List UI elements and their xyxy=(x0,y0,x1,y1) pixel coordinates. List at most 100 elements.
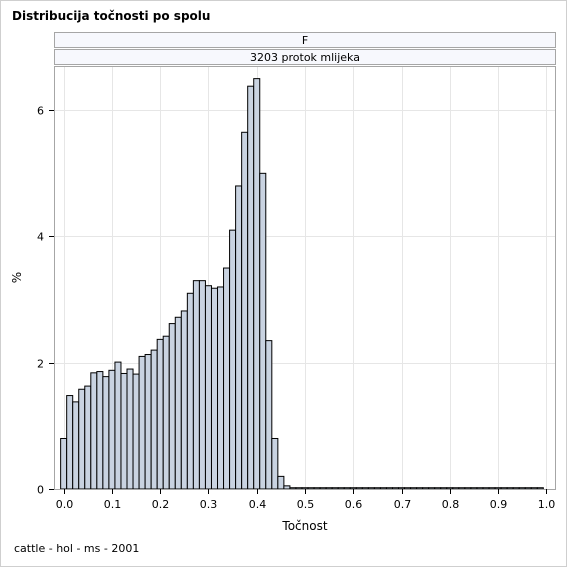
histogram-bar xyxy=(204,285,212,490)
histogram-bar xyxy=(271,437,279,490)
histogram-bar xyxy=(277,475,285,490)
x-tick-label: 0.9 xyxy=(490,498,508,511)
x-axis-title: Točnost xyxy=(281,519,327,533)
histogram-bar xyxy=(416,487,424,490)
histogram-bar xyxy=(343,487,351,490)
x-tick-label: 1.0 xyxy=(538,498,556,511)
histogram-bar xyxy=(398,487,406,490)
histogram-bar xyxy=(464,487,472,490)
histogram-bar xyxy=(355,487,363,490)
histogram-bar xyxy=(132,373,140,490)
histogram-bar xyxy=(385,487,393,490)
histogram-bar xyxy=(325,487,333,490)
histogram-bar xyxy=(102,376,110,490)
histogram-bar xyxy=(283,485,291,490)
x-tick-label: 0.0 xyxy=(56,498,74,511)
histogram-bar xyxy=(410,487,418,490)
histogram-bar xyxy=(259,172,267,490)
histogram-bar xyxy=(90,372,98,490)
histogram-bar xyxy=(72,401,80,490)
histogram-bar xyxy=(60,437,68,490)
histogram-bar xyxy=(186,292,194,490)
histogram-bar xyxy=(265,340,273,490)
histogram-bar xyxy=(428,487,436,490)
histogram-bar xyxy=(349,487,357,490)
histogram-bar xyxy=(192,280,200,490)
y-tick-label: 4 xyxy=(37,231,44,244)
histogram-bar xyxy=(500,487,508,490)
histogram-bar xyxy=(156,338,164,490)
histogram-bar xyxy=(114,361,122,490)
histogram-bar xyxy=(162,335,170,490)
x-tick-label: 0.8 xyxy=(442,498,460,511)
histogram-bar xyxy=(337,487,345,490)
histogram-bar xyxy=(78,388,86,490)
x-tick-label: 0.3 xyxy=(200,498,218,511)
histogram-bar xyxy=(241,131,249,490)
x-tick-label: 0.4 xyxy=(249,498,267,511)
panel-header-row1: F xyxy=(54,32,556,48)
histogram-bar xyxy=(235,185,243,490)
histogram-bar xyxy=(84,385,92,490)
histogram-bar xyxy=(138,355,146,490)
histogram-bar xyxy=(506,487,514,490)
histogram-bar xyxy=(180,310,188,490)
x-tick-label: 0.7 xyxy=(394,498,412,511)
histogram-bar xyxy=(289,487,297,490)
x-tick-label: 0.6 xyxy=(345,498,363,511)
histogram-bar xyxy=(144,354,152,490)
histogram-bar xyxy=(253,78,261,490)
bar-layer xyxy=(60,78,544,490)
histogram-bar xyxy=(174,316,182,490)
tick-layer: 0.0 0.1 0.2 0.3 0.4 0.5 0.6 0.7 0.8 0.9 1.0 0 2 4 6 xyxy=(37,105,555,512)
histogram-bar xyxy=(168,323,176,490)
histogram-bar xyxy=(524,487,532,490)
histogram-bar xyxy=(391,487,400,490)
y-tick-label: 6 xyxy=(37,105,44,118)
histogram-bar xyxy=(361,487,369,490)
histogram-bar xyxy=(301,487,309,490)
histogram-bar xyxy=(210,287,219,490)
histogram-bar xyxy=(307,487,315,490)
histogram-bar xyxy=(319,487,327,490)
histogram-bar xyxy=(446,487,454,490)
histogram-bar xyxy=(96,371,104,490)
histogram-bar xyxy=(217,286,225,490)
histogram-bar xyxy=(108,369,116,490)
histogram-bar xyxy=(488,487,496,490)
x-tick-label: 0.1 xyxy=(104,498,122,511)
y-tick-label: 0 xyxy=(37,484,44,497)
y-tick-label: 2 xyxy=(37,358,44,371)
histogram-bar xyxy=(518,487,526,490)
y-axis-title: % xyxy=(10,272,24,283)
histogram-bar xyxy=(512,487,520,490)
histogram-bar xyxy=(470,487,478,490)
chart-title: Distribucija točnosti po spolu xyxy=(12,9,211,23)
histogram-bar xyxy=(440,487,448,490)
histogram-bar xyxy=(536,487,544,490)
histogram-bar xyxy=(458,487,466,490)
histogram-bar xyxy=(295,487,303,490)
x-tick-label: 0.2 xyxy=(152,498,170,511)
histogram-bar xyxy=(247,85,255,490)
histogram-bar xyxy=(198,280,206,490)
histogram-bar xyxy=(482,487,490,490)
histogram-bar xyxy=(379,487,387,490)
footnote: cattle - hol - ms - 2001 xyxy=(14,542,140,555)
histogram-bar xyxy=(452,487,460,490)
histogram-bar xyxy=(404,487,412,490)
histogram-bar xyxy=(126,368,134,490)
histogram-bar xyxy=(367,487,375,490)
histogram-bar xyxy=(313,487,321,490)
x-tick-label: 0.5 xyxy=(297,498,315,511)
histogram-bar xyxy=(373,487,381,490)
histogram-bar xyxy=(434,487,442,490)
histogram-bar xyxy=(422,487,430,490)
histogram-bar xyxy=(476,487,484,490)
histogram-bar xyxy=(494,487,502,490)
histogram-bar xyxy=(120,372,128,490)
histogram-bar xyxy=(66,395,74,490)
histogram-bar xyxy=(530,487,538,490)
histogram-bar xyxy=(229,229,237,490)
